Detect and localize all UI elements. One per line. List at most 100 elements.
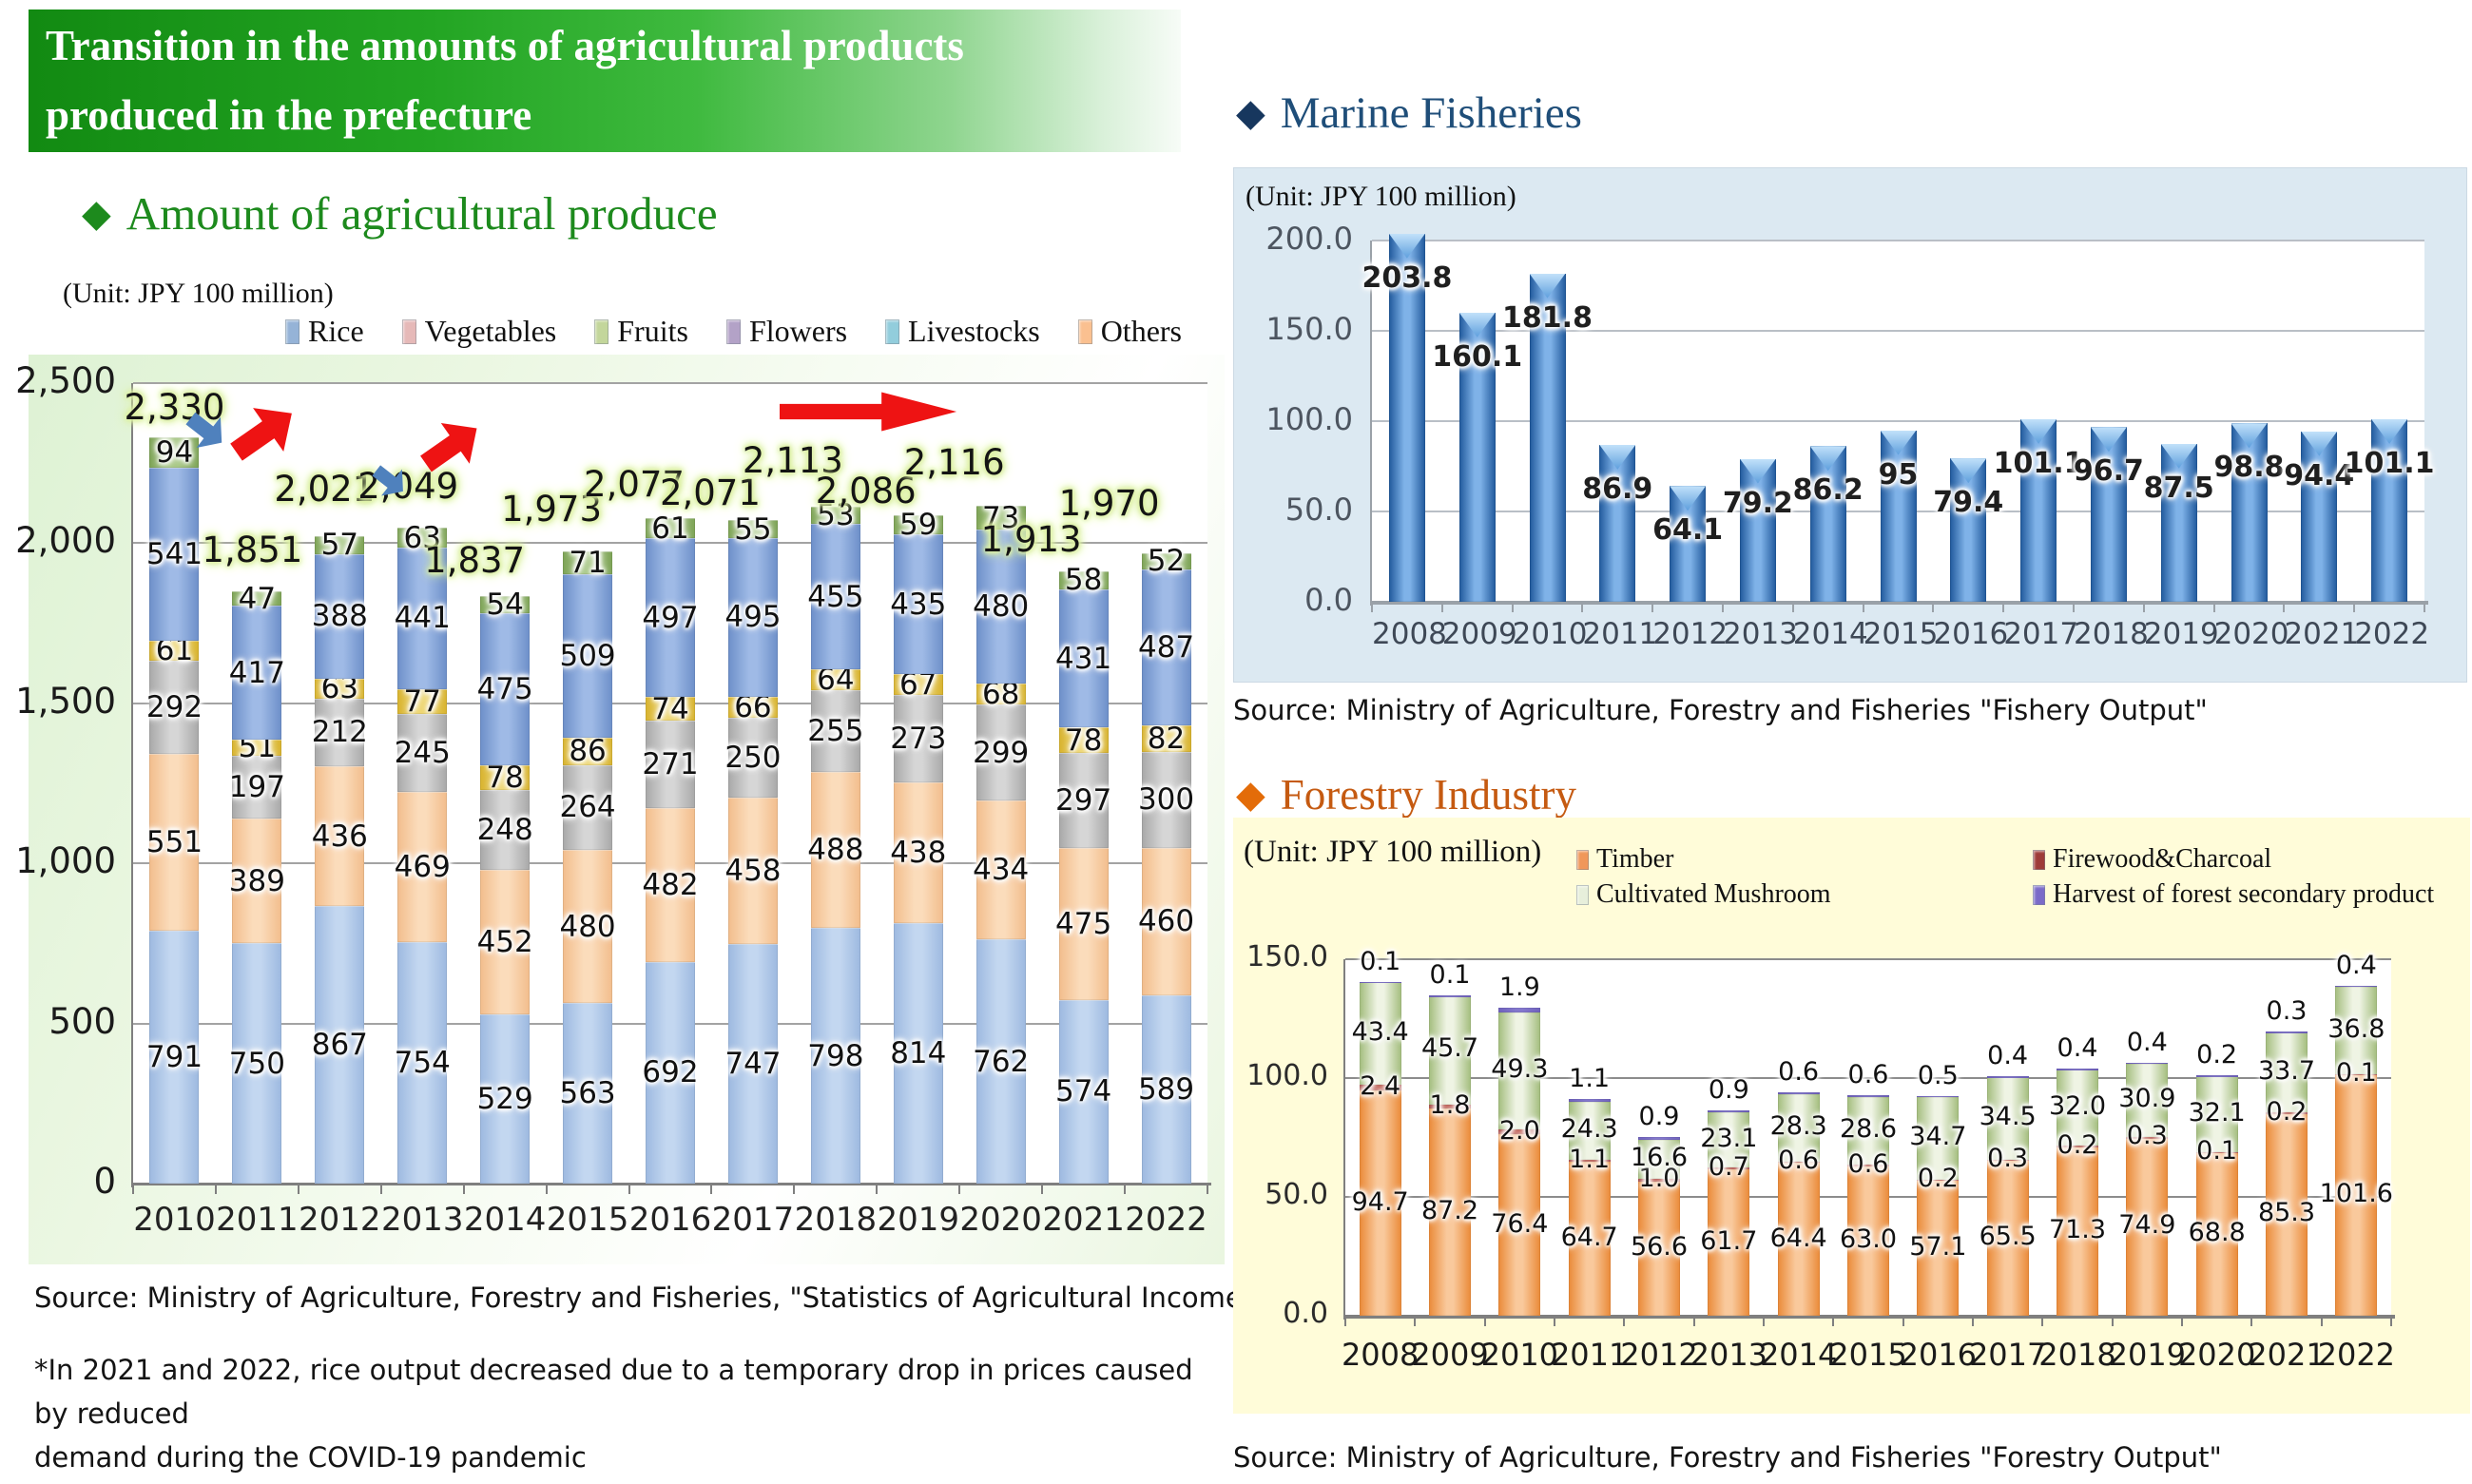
fishery-bar [2301,431,2338,602]
bar-segment-timber [2266,1112,2308,1316]
bar-segment-vegetables: 389 [229,819,285,944]
x-axis-label: 2018 [2074,617,2149,651]
segment-value-label: 55 [734,511,772,547]
bar-segment-fruits: 297 [1055,752,1111,848]
bar-segment-others: 61 [646,511,695,546]
axis-tick [2353,604,2356,612]
bar-segment-firewood-charcoal [2057,1146,2098,1147]
bar-segment-timber [1847,1166,1889,1316]
bar-segment-firewood-charcoal [1847,1165,1889,1166]
segment-value-label: 495 [724,600,782,635]
trend-arrow-right-icon [780,392,957,432]
segment-value-label: 23.1 [1700,1124,1758,1154]
bar-segment-flowers: 77 [397,684,448,719]
segment-value-label: 487 [1137,630,1195,665]
bar-value-label: 101.1 [2344,446,2435,480]
fishery-bar [1529,273,1566,602]
bar-segment-flowers: 78 [480,761,531,795]
bar-segment-flowers: 61 [149,633,200,667]
axis-tick [214,1185,217,1194]
bar-segment-vegetables: 551 [146,754,203,931]
x-axis-label: 2011 [1582,617,1658,651]
bar-segment-timber [2195,1152,2238,1316]
segment-value-label: 36.8 [2327,1013,2385,1044]
bar-segment-livestocks: 417 [229,606,285,740]
segment-value-label: 791 [145,1039,203,1074]
fishery-bar [2231,423,2268,602]
segment-value-label: 438 [890,836,947,871]
segment-value-label: 24.3 [1560,1114,1618,1145]
segment-value-label: 52 [1147,544,1186,579]
legend-swatch-icon [1576,884,1589,905]
axis-tick [710,1185,713,1194]
legend-item-harvest-of-forest-secondary-product: Harvest of forest secondary product [2033,879,2434,910]
bar-segment-rice: 798 [807,928,863,1184]
bar-segment-vegetables: 475 [1055,847,1111,1000]
bar-segment-flowers: 78 [1058,723,1109,758]
segment-value-label: 45.7 [1420,1033,1479,1064]
segment-value-label: 297 [1055,782,1112,818]
bar-segment-timber [1429,1108,1471,1316]
bar-segment-others: 57 [315,528,365,562]
bar-segment-cultivated-mushroom [1847,1096,1889,1165]
forestry-source: Source: Ministry of Agriculture, Forestr… [1233,1441,2222,1474]
segment-value-label: 0.3 [2266,996,2308,1027]
bar-segment-fruits: 273 [890,695,946,783]
total-label: 1,913 [980,518,1082,560]
x-axis-label: 2015 [1829,1337,1907,1373]
segment-value-label: 28.3 [1769,1111,1827,1142]
axis-tick [2320,1318,2323,1326]
segment-value-label: 64.7 [1560,1223,1618,1253]
x-axis-label: 2022 [1125,1201,1207,1239]
fishery-bar [2090,427,2127,602]
segment-value-label: 0.1 [1429,960,1471,990]
bar-value-label: 160.1 [1432,339,1523,374]
legend-swatch-icon [2033,884,2045,905]
segment-value-label: 255 [807,713,864,748]
bar-segment-livestocks: 431 [1055,589,1111,728]
axis-tick [2390,1318,2392,1326]
bar-segment-harvest-of-forest-secondary-product [1708,1110,1750,1113]
bar-segment-cultivated-mushroom [1917,1097,1960,1180]
bar-segment-livestocks: 455 [807,524,863,670]
bar-segment-cultivated-mushroom [1777,1093,1820,1162]
x-axis-label: 2020 [2213,617,2289,651]
segment-value-label: 0.6 [1847,1148,1889,1179]
agriculture-source: Source: Ministry of Agriculture, Forestr… [34,1282,1393,1314]
total-label: 2,049 [357,465,459,507]
x-axis-label: 2010 [133,1201,216,1239]
legend-item-label: Cultivated Mushroom [1596,879,1831,909]
bar-segment-livestocks: 480 [973,529,1029,684]
y-axis-label: 150.0 [1265,311,1353,347]
segment-value-label: 0.2 [2057,1129,2098,1160]
bar-segment-flowers: 63 [315,671,365,705]
bar-segment-timber [2057,1146,2098,1316]
axis-tick [462,1185,465,1194]
x-axis-label: 2010 [1512,617,1588,651]
bar-segment-timber [2126,1137,2169,1316]
axis-tick [1763,1318,1765,1326]
segment-value-label: 78 [486,760,524,795]
segment-value-label: 469 [394,850,451,885]
axis-tick [1511,604,1514,612]
agriculture-footnote: *In 2021 and 2022, rice output decreased… [34,1348,1213,1479]
forestry-heading: ◆ Forestry Industry [1236,770,1576,819]
bar-segment-vegetables: 469 [395,792,451,943]
y-axis-line [131,383,133,1187]
bar-segment-timber [1986,1160,2029,1316]
bar-segment-livestocks: 388 [312,553,368,679]
bar-segment-others: 47 [232,582,282,616]
forestry-unit-label: (Unit: JPY 100 million) [1244,835,1542,869]
bar-segment-others: 54 [480,588,531,622]
bar-segment-harvest-of-forest-secondary-product [1917,1095,1960,1098]
segment-value-label: 1.1 [1569,1064,1611,1093]
bar-segment-harvest-of-forest-secondary-product [2266,1031,2308,1033]
segment-value-label: 529 [476,1081,533,1116]
y-axis-label: 50.0 [1284,491,1353,528]
legend-item-cultivated-mushroom: Cultivated Mushroom [1576,879,2033,910]
title-banner: Transition in the amounts of agricultura… [29,10,1181,152]
segment-value-label: 750 [228,1046,285,1081]
bar-segment-vegetables: 452 [477,869,533,1014]
axis-tick [1722,604,1724,612]
bar-segment-vegetables: 436 [312,766,368,906]
